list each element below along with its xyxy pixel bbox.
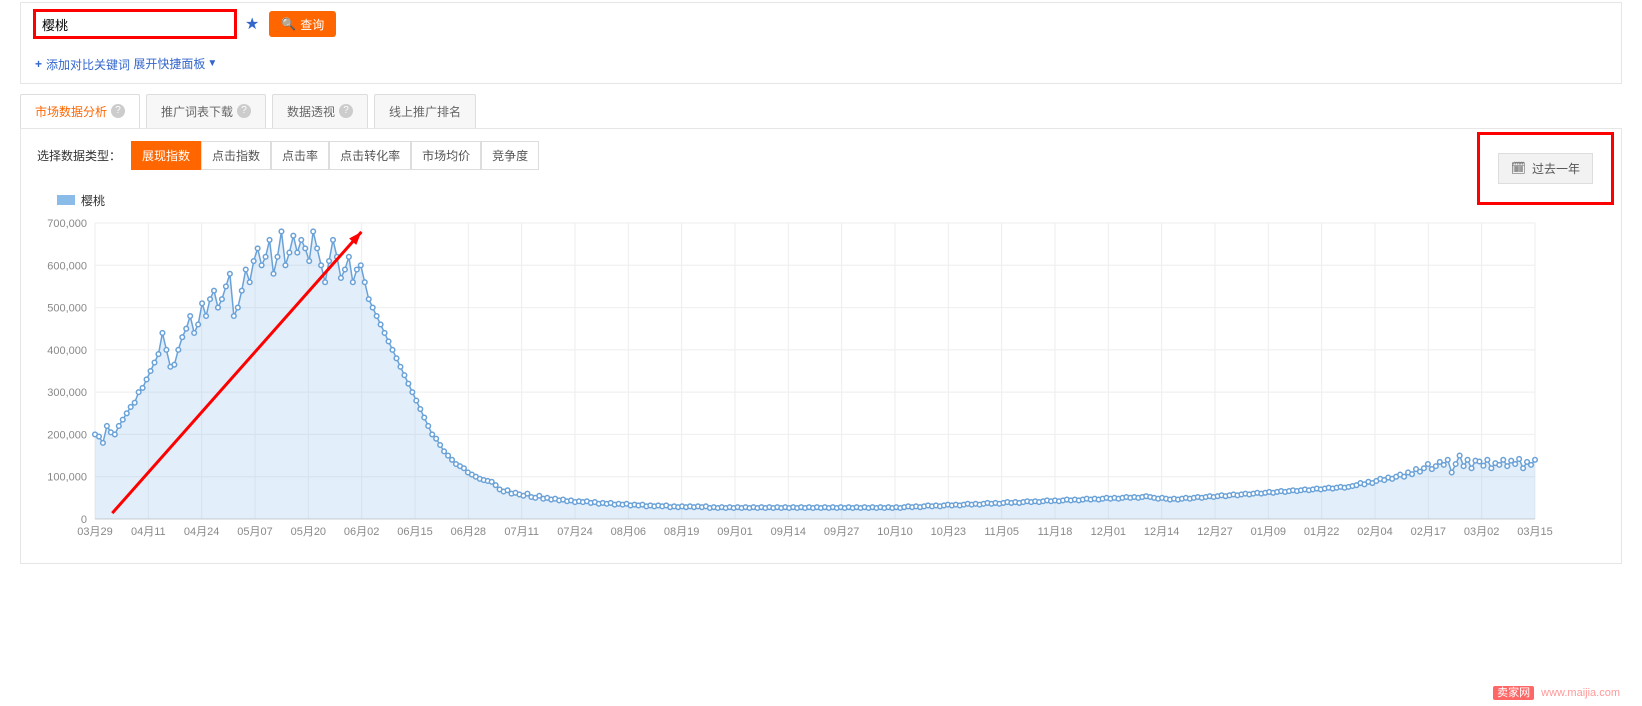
help-icon[interactable]: ?: [111, 104, 125, 118]
svg-text:04月24: 04月24: [184, 526, 219, 538]
svg-text:08月19: 08月19: [664, 526, 699, 538]
svg-text:02月17: 02月17: [1411, 526, 1446, 538]
help-icon[interactable]: ?: [339, 104, 353, 118]
expand-quick-panel-link[interactable]: 展开快捷面板 ▼: [133, 55, 217, 72]
svg-text:700,000: 700,000: [47, 218, 87, 230]
svg-text:600,000: 600,000: [47, 260, 87, 272]
data-type-点击指数[interactable]: 点击指数: [201, 141, 271, 170]
chevron-down-icon: ▼: [207, 58, 217, 69]
legend-series-name: 樱桃: [81, 192, 105, 209]
keyword-input[interactable]: [35, 11, 235, 37]
data-type-市场均价[interactable]: 市场均价: [411, 141, 481, 170]
tab-label: 市场数据分析: [35, 103, 107, 120]
watermark-badge: 卖家网: [1493, 686, 1534, 700]
data-type-点击转化率[interactable]: 点击转化率: [329, 141, 411, 170]
data-type-row: 选择数据类型： 展现指数点击指数点击率点击转化率市场均价竞争度: [37, 141, 1605, 170]
svg-text:08月06: 08月06: [611, 526, 646, 538]
tab-数据透视[interactable]: 数据透视?: [272, 94, 368, 128]
search-icon: 🔍: [281, 17, 296, 31]
svg-text:03月02: 03月02: [1464, 526, 1499, 538]
svg-text:07月24: 07月24: [557, 526, 592, 538]
chart-legend: 樱桃: [57, 192, 1605, 209]
tab-推广词表下载[interactable]: 推广词表下载?: [146, 94, 266, 128]
svg-text:05月20: 05月20: [291, 526, 326, 538]
tab-label: 线上推广排名: [389, 103, 461, 120]
svg-text:09月01: 09月01: [717, 526, 752, 538]
legend-swatch: [57, 195, 75, 205]
main-tabs: 市场数据分析?推广词表下载?数据透视?线上推广排名: [20, 94, 1622, 128]
svg-text:400,000: 400,000: [47, 344, 87, 356]
watermark: 卖家网 www.maijia.com: [1493, 684, 1620, 700]
svg-text:06月15: 06月15: [397, 526, 432, 538]
add-compare-keyword-link[interactable]: + 添加对比关键词: [35, 56, 130, 73]
svg-text:07月11: 07月11: [504, 526, 539, 538]
svg-text:12月01: 12月01: [1091, 526, 1126, 538]
svg-text:06月28: 06月28: [451, 526, 486, 538]
date-range-button[interactable]: 🗓 过去一年: [1498, 153, 1593, 184]
svg-text:10月10: 10月10: [877, 526, 912, 538]
chart-area: 0 100,000 200,000 300,000 400,000 500,000 600,…: [37, 217, 1605, 547]
svg-text:300,000: 300,000: [47, 387, 87, 399]
svg-text:10月23: 10月23: [931, 526, 966, 538]
expand-panel-label: 展开快捷面板: [133, 55, 205, 72]
chart-panel: 选择数据类型： 展现指数点击指数点击率点击转化率市场均价竞争度 🗓 过去一年 樱…: [20, 128, 1622, 564]
search-panel: ★ 🔍 查询 + 添加对比关键词 展开快捷面板 ▼: [20, 2, 1622, 84]
svg-text:11月05: 11月05: [984, 526, 1019, 538]
svg-text:04月11: 04月11: [131, 526, 166, 538]
svg-text:03月29: 03月29: [77, 526, 112, 538]
svg-text:11月18: 11月18: [1038, 526, 1073, 538]
tab-市场数据分析[interactable]: 市场数据分析?: [20, 94, 140, 128]
data-type-竞争度[interactable]: 竞争度: [481, 141, 539, 170]
search-row: ★ 🔍 查询: [35, 11, 1607, 37]
date-range-highlight: 🗓 过去一年: [1480, 135, 1611, 202]
tab-线上推广排名[interactable]: 线上推广排名: [374, 94, 476, 128]
query-button[interactable]: 🔍 查询: [269, 11, 336, 37]
favorite-star-icon[interactable]: ★: [245, 14, 259, 34]
help-icon[interactable]: ?: [237, 104, 251, 118]
data-type-group-label: 选择数据类型：: [37, 147, 121, 164]
svg-text:03月15: 03月15: [1517, 526, 1552, 538]
tab-label: 数据透视: [287, 103, 335, 120]
svg-text:100,000: 100,000: [47, 471, 87, 483]
add-compare-label: 添加对比关键词: [46, 56, 130, 73]
calendar-icon: 🗓: [1511, 161, 1526, 175]
svg-text:12月27: 12月27: [1197, 526, 1232, 538]
svg-text:01月09: 01月09: [1251, 526, 1286, 538]
svg-text:12月14: 12月14: [1144, 526, 1179, 538]
date-range-label: 过去一年: [1532, 160, 1580, 177]
svg-text:200,000: 200,000: [47, 429, 87, 441]
data-type-点击率[interactable]: 点击率: [271, 141, 329, 170]
svg-text:02月04: 02月04: [1357, 526, 1392, 538]
query-button-label: 查询: [300, 16, 324, 33]
tab-label: 推广词表下载: [161, 103, 233, 120]
svg-text:09月27: 09月27: [824, 526, 859, 538]
watermark-link[interactable]: www.maijia.com: [1541, 687, 1620, 699]
line-chart-svg: 0100,000200,000300,000400,000500,000600,…: [95, 217, 1539, 547]
svg-text:01月22: 01月22: [1304, 526, 1339, 538]
svg-text:06月02: 06月02: [344, 526, 379, 538]
svg-text:0: 0: [81, 514, 87, 526]
data-type-展现指数[interactable]: 展现指数: [131, 141, 201, 170]
plus-icon: +: [35, 57, 42, 71]
svg-text:09月14: 09月14: [771, 526, 806, 538]
svg-text:500,000: 500,000: [47, 302, 87, 314]
svg-text:05月07: 05月07: [237, 526, 272, 538]
